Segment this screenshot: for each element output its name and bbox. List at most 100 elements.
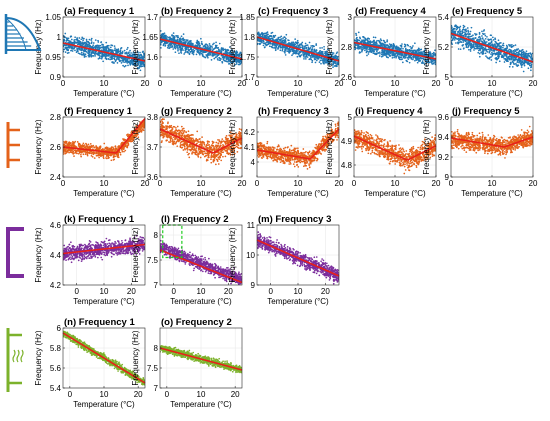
data-point [225, 52, 228, 55]
data-point [291, 54, 293, 57]
x-tick-label: 20 [238, 79, 247, 88]
data-point [410, 47, 413, 50]
data-point [486, 51, 489, 53]
data-point [236, 59, 239, 62]
data-point [451, 39, 454, 41]
data-point [476, 43, 479, 46]
data-point [86, 45, 89, 48]
data-point [162, 43, 165, 46]
data-point [82, 153, 85, 156]
data-point [96, 46, 99, 49]
scatter-points [354, 31, 436, 67]
data-point [518, 50, 521, 52]
data-point [276, 39, 278, 41]
data-point [456, 31, 459, 33]
data-point [474, 34, 477, 36]
data-point [230, 62, 233, 64]
data-point [503, 53, 506, 56]
x-tick-label: 20 [141, 79, 150, 88]
data-point [224, 51, 227, 54]
data-point [385, 53, 388, 55]
data-point [314, 50, 317, 53]
data-point [529, 52, 532, 54]
data-point [454, 25, 457, 28]
data-point [453, 38, 456, 41]
data-point [160, 46, 162, 49]
data-point [188, 42, 190, 45]
data-point [308, 41, 311, 44]
data-point [469, 48, 472, 51]
data-point [529, 62, 532, 64]
data-point [283, 36, 286, 38]
data-point [488, 38, 491, 41]
data-point [101, 53, 103, 56]
data-point [67, 39, 70, 42]
data-point [412, 57, 415, 59]
data-point [428, 54, 430, 56]
data-point [398, 58, 401, 61]
y-tick-label: 5.2 [438, 43, 450, 52]
data-point [372, 36, 375, 39]
data-point [459, 38, 462, 41]
data-point [116, 55, 119, 58]
data-point [315, 59, 318, 62]
data-point [498, 42, 500, 45]
data-point [209, 44, 211, 47]
data-point [100, 52, 102, 54]
data-point [84, 53, 87, 56]
data-point [234, 51, 237, 54]
data-point [238, 63, 241, 66]
data-point [454, 37, 457, 40]
data-point [397, 46, 400, 49]
data-point [200, 41, 203, 43]
data-point [288, 48, 291, 51]
data-point [322, 61, 325, 64]
data-point [373, 44, 376, 46]
data-point [284, 39, 286, 41]
data-point [296, 39, 299, 42]
data-point [92, 55, 95, 57]
data-point [184, 51, 186, 54]
data-point [216, 50, 218, 53]
data-point [135, 53, 138, 56]
data-point [308, 54, 311, 57]
data-point [129, 54, 132, 57]
data-point [462, 47, 465, 50]
data-point [522, 70, 525, 73]
data-point [519, 53, 522, 56]
data-point [367, 40, 370, 43]
data-point [288, 52, 291, 54]
data-point [497, 50, 500, 53]
data-point [232, 54, 235, 57]
data-point [374, 52, 376, 55]
y-axis-label: Frequency (Hz) [422, 19, 431, 74]
data-point [485, 55, 487, 57]
data-point [185, 46, 188, 49]
data-point [77, 42, 80, 45]
data-point [138, 65, 141, 67]
data-point [129, 49, 131, 52]
data-point [466, 36, 469, 39]
data-point [315, 54, 317, 57]
data-point [410, 58, 413, 60]
data-point [372, 43, 374, 46]
data-point [112, 61, 114, 63]
y-tick-label: 1.7 [147, 13, 159, 22]
fit-line [256, 36, 340, 62]
data-point [211, 54, 214, 57]
data-point [365, 50, 368, 53]
data-point [418, 48, 420, 50]
data-point [521, 64, 523, 66]
data-point [480, 38, 482, 40]
data-point [489, 50, 491, 52]
data-point [492, 36, 494, 39]
data-point [126, 48, 128, 51]
data-point [516, 61, 519, 63]
data-point [300, 54, 303, 56]
data-point [90, 55, 93, 58]
data-point [92, 44, 95, 47]
data-point [396, 54, 399, 57]
data-point [98, 47, 101, 50]
data-point [160, 43, 162, 46]
data-point [354, 39, 357, 42]
